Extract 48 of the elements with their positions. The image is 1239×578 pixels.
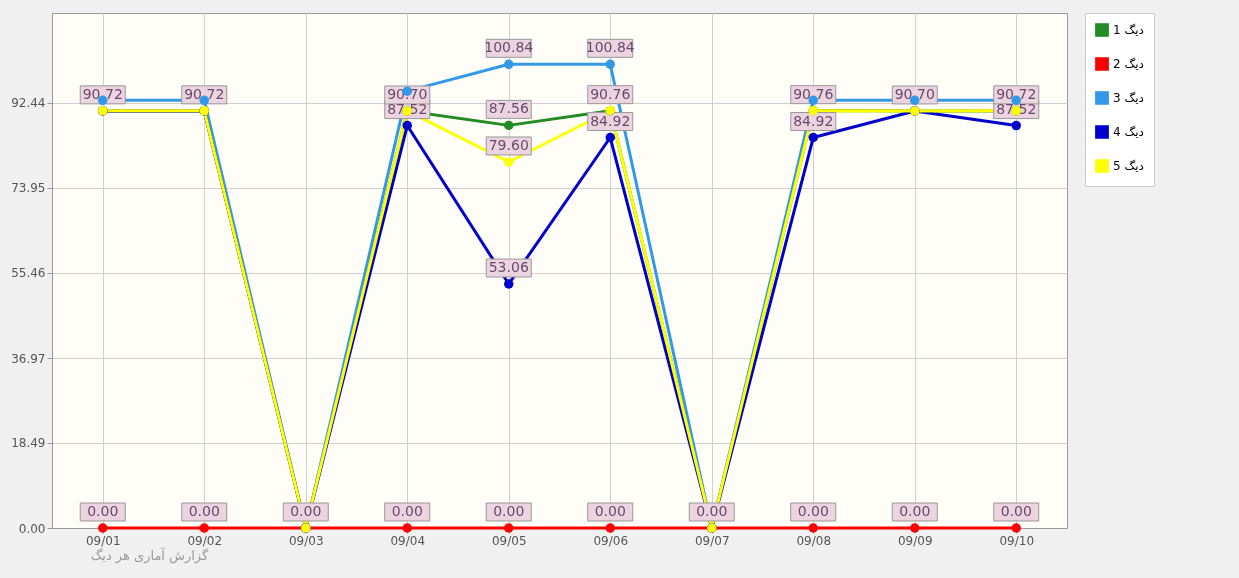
x-tick-label: 09/06 <box>593 533 629 548</box>
data-label: 0.00 <box>696 503 728 519</box>
data-label: 79.60 <box>488 136 529 153</box>
data-label: 90.72 <box>184 85 225 102</box>
legend-label: دیگ 2 <box>1113 57 1144 71</box>
x-tick-label: 09/01 <box>85 533 121 548</box>
data-label: 90.70 <box>387 85 428 102</box>
data-label: 90.76 <box>793 85 834 102</box>
y-tick-label: 73.95 <box>11 181 46 196</box>
data-label: 53.06 <box>488 259 529 276</box>
data-label: 0.00 <box>391 503 423 519</box>
x-tick-label: 09/07 <box>694 533 730 548</box>
data-label: 90.72 <box>82 85 123 102</box>
data-label: 0.00 <box>1000 503 1032 519</box>
data-label: 0.00 <box>493 503 525 519</box>
data-label: 0.00 <box>290 503 322 519</box>
y-tick-label: 0.00 <box>18 521 46 536</box>
x-tick-label: 09/10 <box>999 533 1035 548</box>
legend-label: دیگ 3 <box>1113 91 1144 105</box>
y-tick-label: 36.97 <box>11 351 46 366</box>
x-tick-label: 09/04 <box>390 533 426 548</box>
data-label: 100.84 <box>484 39 534 56</box>
data-label: 0.00 <box>594 503 626 519</box>
data-label: 0.00 <box>899 503 931 519</box>
x-tick-label: 09/09 <box>897 533 933 548</box>
data-label: 90.76 <box>590 85 631 102</box>
data-label: 87.52 <box>996 100 1037 117</box>
x-tick-label: 09/02 <box>187 533 223 548</box>
data-label: 87.52 <box>387 100 428 117</box>
legend-label: دیگ 1 <box>1113 23 1144 37</box>
x-tick-label: 09/05 <box>491 533 527 548</box>
data-label: 0.00 <box>188 503 220 519</box>
text: گزارش آماری هر دیگ <box>90 547 210 564</box>
data-label: 0.00 <box>797 503 829 519</box>
data-label: 84.92 <box>590 112 631 129</box>
data-label: 87.56 <box>488 100 529 117</box>
data-label: 0.00 <box>87 503 119 519</box>
legend-label: دیگ 5 <box>1113 159 1144 173</box>
x-tick-label: 09/03 <box>288 533 324 548</box>
data-label: 90.70 <box>894 85 935 102</box>
x-tick-label: 09/08 <box>796 533 832 548</box>
data-label: 100.84 <box>585 39 635 56</box>
legend-label: دیگ 4 <box>1113 125 1144 139</box>
y-tick-label: 18.49 <box>11 436 46 451</box>
data-label: 84.92 <box>793 112 834 129</box>
data-label: 90.72 <box>996 85 1037 102</box>
y-tick-label: 55.46 <box>11 266 46 281</box>
y-tick-label: 92.44 <box>11 96 46 111</box>
